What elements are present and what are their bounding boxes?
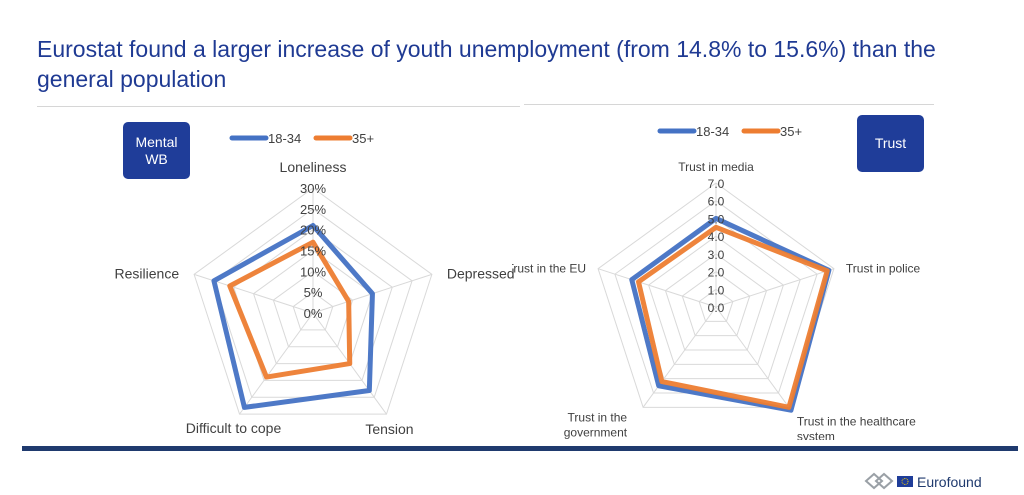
radar-tick-label: 6.0 [708,195,725,209]
mental-wellbeing-radar-svg: 0% 5% 10% 15% 20% 25% 30% Loneliness Depressed Te… [115,131,515,437]
legend-label-35: 35+ [780,124,802,139]
radar-axis-label-loneliness: Loneliness [280,159,347,175]
radar-series-35-outline [227,239,353,380]
radar-axis-spoke [597,268,717,308]
radar-axis-label-trust-in-media: Trust in media [678,160,754,174]
radar-tick-label: 1.0 [708,283,725,297]
legend-label-35: 35+ [352,131,374,146]
radar-tick-label: 2.0 [708,266,725,280]
radar-tick-label: 4.0 [708,230,725,244]
radar-grid-ring [193,187,433,415]
eurofound-logo-text: Eurofound [917,474,982,490]
radar-tick-label: 7.0 [708,177,725,191]
radar-grid-ring [292,291,334,331]
chart-legend: 18-34 35+ [657,124,802,139]
title-divider-left [37,106,520,107]
radar-grid-ring [252,249,374,365]
chart-legend: 18-34 35+ [229,131,374,146]
eurofound-emblem-icon [864,472,894,490]
radar-axis-label-resilience: Resilience [115,265,180,281]
radar-tick-label: 0.0 [708,301,725,315]
radar-axis-label-tension: Tension [365,421,413,437]
radar-axis-spoke [642,306,717,408]
radar-axis-label-trust-in-the-healthcare-system: Trust in the healthcare system [797,414,916,440]
radar-tick-label: 30% [300,181,326,196]
radar-grid [597,182,835,408]
radar-tick-labels: 0% 5% 10% 15% 20% 25% 30% [300,181,326,321]
legend-label-18-34: 18-34 [268,131,301,146]
radar-tick-label: 3.0 [708,248,725,262]
radar-tick-label: 5.0 [708,212,725,226]
trust-radar-chart: 0.0 1.0 2.0 3.0 4.0 5.0 6.0 7.0 Trust in media Tr… [512,110,1012,440]
radar-tick-label: 20% [300,223,326,238]
radar-tick-labels: 0.0 1.0 2.0 3.0 4.0 5.0 6.0 7.0 [708,177,725,315]
radar-tick-label: 10% [300,264,326,279]
radar-series-35-outline [636,224,830,410]
radar-grid-ring [664,253,768,351]
badge-mental-wb: Mental WB [123,122,190,179]
title-divider-right [524,104,934,105]
trust-radar-svg: 0.0 1.0 2.0 3.0 4.0 5.0 6.0 7.0 Trust in media Tr… [512,124,921,440]
slide-title: Eurostat found a larger increase of yout… [37,36,936,92]
mental-wellbeing-radar-chart: 0% 5% 10% 15% 20% 25% 30% Loneliness Depressed Te… [70,110,570,440]
radar-grid-ring [597,182,835,408]
radar-axis-label-trust-in-the-government: Trust in the government [564,410,628,439]
radar-axis-spoke [239,312,314,415]
radar-tick-label: 0% [304,306,323,321]
radar-axis-label-depressed: Depressed [447,265,515,281]
radar-axis-spoke [715,306,790,408]
radar-axis-label-trust-in-police: Trust in police [846,262,921,276]
eurofound-logo: Eurofound [862,470,1002,492]
radar-axis-label-difficult-to-cope: Difficult to cope [186,420,282,436]
radar-tick-label: 5% [304,285,323,300]
radar-axis-label-trust-in-the-eu: Trust in the EU [512,262,586,276]
eu-flag-icon [897,476,913,487]
radar-series-18-34-outline [211,223,375,410]
radar-tick-label: 25% [300,202,326,217]
badge-trust: Trust [857,115,924,172]
radar-grid-ring [681,270,751,337]
radar-grid-ring [648,235,784,365]
legend-label-18-34: 18-34 [696,124,729,139]
radar-axis-spoke [715,268,835,308]
radar-grid-ring [698,288,734,322]
radar-tick-label: 15% [300,244,326,259]
footer-divider [22,446,1018,451]
